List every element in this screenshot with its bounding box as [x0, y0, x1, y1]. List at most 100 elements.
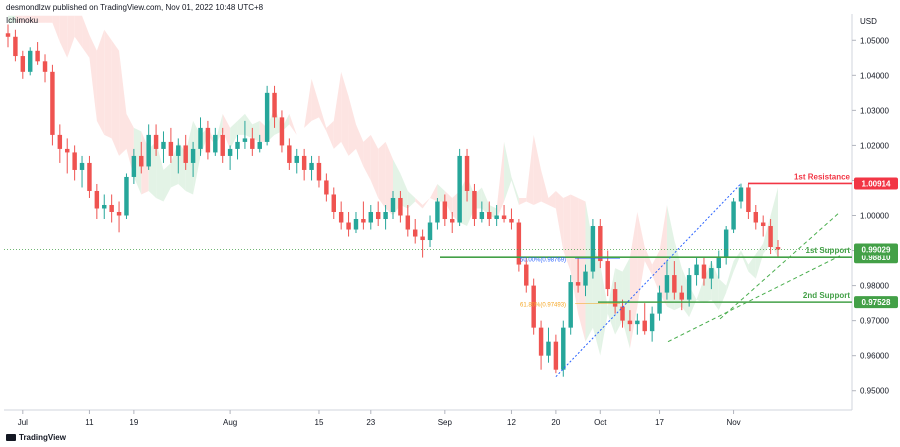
- cloud-segment: [541, 169, 549, 205]
- candle-body: [568, 282, 573, 328]
- cloud-segment: [30, 15, 38, 23]
- cloud-segment: [355, 124, 364, 167]
- level-price-box-resistance-bg: [854, 177, 898, 190]
- cloud-segment: [511, 176, 519, 205]
- level-price-box-support: 0.97528: [862, 298, 891, 307]
- candle-body: [316, 162, 322, 181]
- candle-body: [723, 229, 729, 258]
- candle-body: [250, 138, 255, 149]
- currency-label: USD: [860, 17, 877, 26]
- candle-body: [124, 176, 129, 216]
- candle-body: [516, 222, 522, 265]
- cloud-segment: [504, 141, 512, 202]
- cloud-segment: [156, 141, 164, 202]
- candle-body: [301, 155, 307, 170]
- candle-body: [346, 222, 351, 230]
- candle-body: [531, 285, 536, 328]
- candle-body: [57, 134, 63, 149]
- cloud-segment: [437, 183, 445, 202]
- candle-body: [709, 268, 714, 279]
- cloud-segment: [726, 261, 734, 293]
- cloud-segment: [652, 250, 660, 293]
- candle-body: [627, 320, 633, 325]
- candle-body: [664, 275, 670, 293]
- cloud-segment: [326, 120, 334, 149]
- candle-body: [605, 261, 610, 290]
- cloud-segment: [533, 134, 542, 205]
- candle-body: [679, 292, 684, 300]
- candle-body: [435, 201, 440, 223]
- candle-body: [146, 134, 151, 167]
- x-tick-label: 11: [85, 418, 94, 427]
- candle-body: [701, 264, 707, 279]
- candle-body: [5, 33, 11, 37]
- y-tick-label: 0.98000: [860, 282, 889, 291]
- candle-body: [694, 264, 699, 276]
- candle-body: [116, 212, 122, 216]
- cloud-segment: [111, 40, 120, 156]
- cloud-segment: [378, 141, 386, 209]
- cloud-segment: [444, 190, 453, 216]
- cloud-segment: [348, 96, 356, 156]
- candle-body: [546, 341, 551, 356]
- cloud-segment: [526, 134, 534, 205]
- candle-body: [501, 215, 507, 220]
- candle-body: [27, 50, 33, 72]
- cloud-segment: [644, 247, 653, 276]
- level-label-resistance: 1st Resistance: [794, 172, 851, 181]
- cloud-segment: [8, 15, 16, 23]
- candle-body: [612, 289, 618, 307]
- candle-body: [235, 141, 240, 149]
- cloud-segment: [74, 15, 83, 48]
- tradingview-logo-icon: [6, 434, 16, 441]
- cloud-segment: [681, 268, 690, 318]
- candle-body: [368, 212, 374, 223]
- fib-trendline: [555, 183, 742, 378]
- cloud-segment: [96, 29, 105, 135]
- candle-body: [427, 222, 433, 241]
- y-tick-label: 0.96000: [860, 352, 889, 361]
- cloud-segment: [37, 15, 46, 23]
- cloud-segment: [133, 127, 142, 195]
- x-tick-label: Sep: [438, 418, 453, 427]
- grid-layer: [4, 14, 853, 411]
- cloud-segment: [740, 250, 749, 272]
- candle-body: [338, 212, 344, 223]
- current-price-box: 0.99029: [862, 246, 891, 255]
- overlays-layer: 1st Resistance 1st Support 2nd Support 50.0…: [4, 172, 852, 378]
- x-tick-label: Nov: [726, 418, 740, 427]
- candle-body: [583, 271, 588, 286]
- candle-body: [642, 320, 647, 332]
- x-tick-label: 20: [551, 418, 560, 427]
- candle-body: [227, 148, 233, 156]
- cloud-segment: [385, 141, 393, 216]
- candle-body: [87, 162, 92, 191]
- cloud-segment: [755, 243, 764, 279]
- cloud-segment: [318, 103, 327, 132]
- cloud-segment: [696, 278, 704, 304]
- candle-body: [457, 155, 462, 223]
- cloud-segment: [370, 134, 379, 198]
- indicator-label: Ichimoku: [6, 16, 39, 25]
- candle-body: [760, 222, 766, 227]
- candle-body: [746, 187, 751, 212]
- candle-body: [731, 201, 736, 230]
- x-tick-label: Aug: [223, 418, 237, 427]
- candle-body: [79, 162, 85, 170]
- candle-body: [309, 162, 314, 170]
- cloud-segment: [52, 15, 60, 43]
- cloud-segment: [748, 254, 756, 279]
- cloud-segment: [163, 162, 171, 202]
- brand-name: TradingView: [19, 433, 66, 442]
- candle-body: [575, 282, 581, 286]
- x-tick-label: 17: [655, 418, 664, 427]
- candle-body: [398, 197, 403, 216]
- channel-line-upper: [719, 211, 841, 320]
- candle-body: [420, 236, 425, 241]
- x-tick-label: 12: [507, 418, 516, 427]
- cloud-segment: [407, 190, 416, 209]
- x-axis: Jul 11 19 Aug 15 23 Sep 12 20 Oct 17 Nov: [18, 410, 741, 427]
- cloud-segment: [237, 113, 245, 135]
- candle-body: [109, 204, 114, 212]
- candle-body: [464, 155, 470, 191]
